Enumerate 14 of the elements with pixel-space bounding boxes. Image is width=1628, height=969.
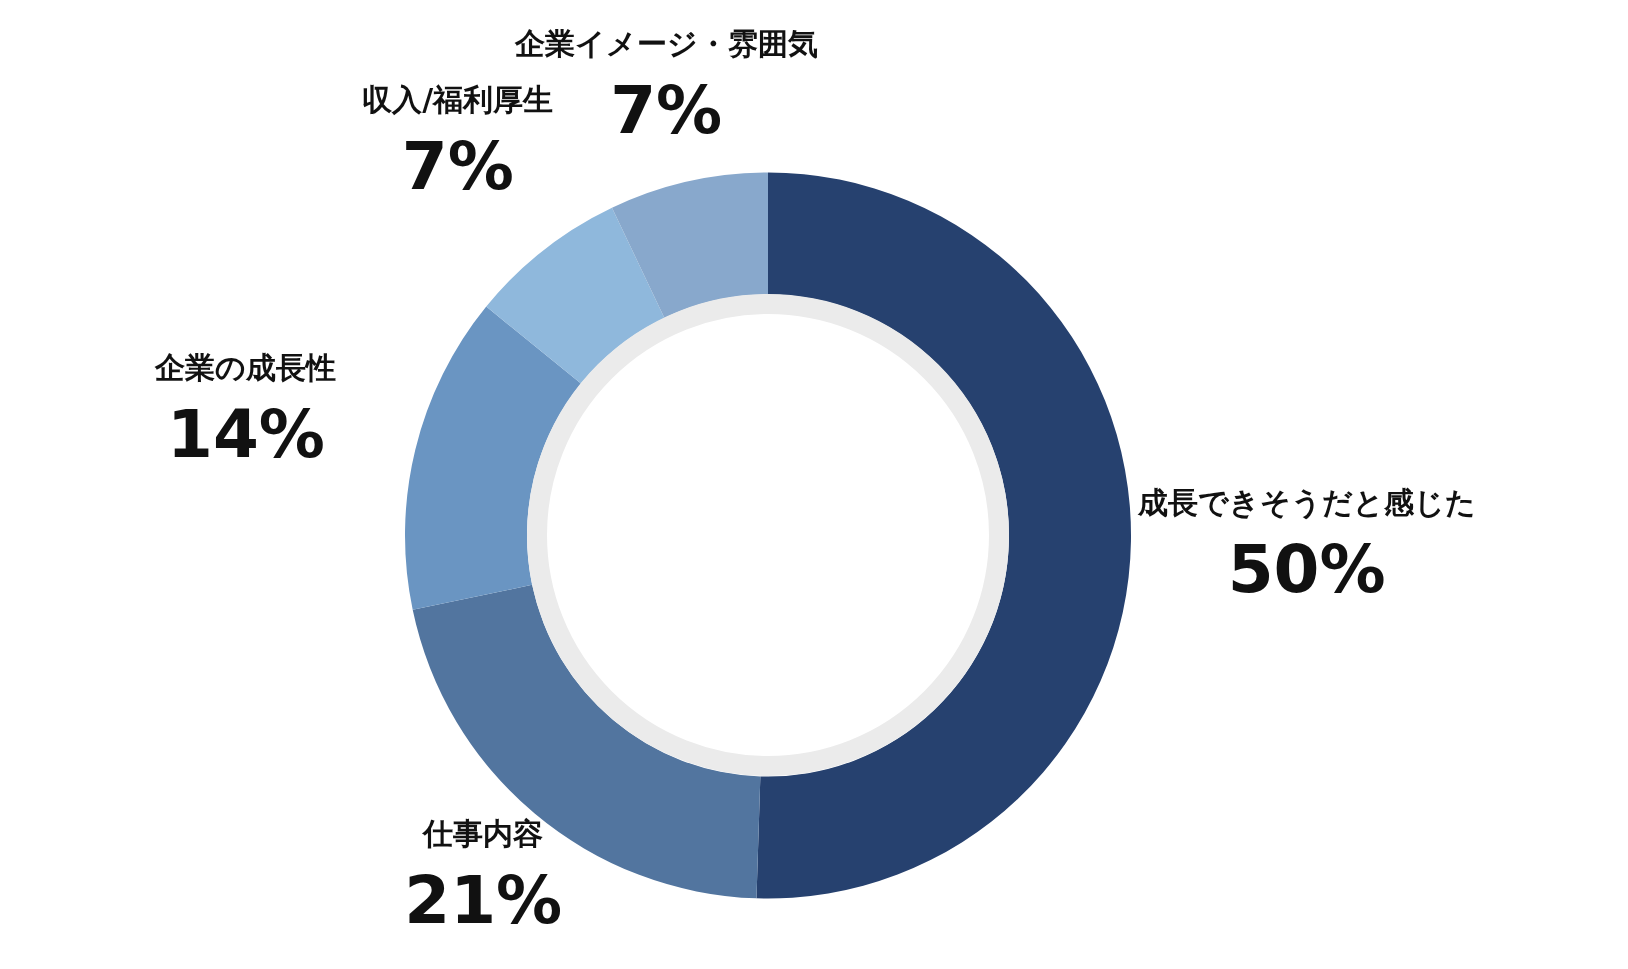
donut-slice [756,172,1131,899]
donut-slice [405,306,581,610]
donut-slice [611,172,768,318]
slice-label: 企業イメージ・雰囲気 [513,25,818,61]
slice-label: 企業の成長性 [154,349,337,385]
slice-label: 成長できそうだと感じた [1136,485,1476,521]
slice-label: 仕事内容 [421,815,544,851]
slice-label: 収入/福利厚生 [362,82,554,118]
donut-slice [486,207,665,384]
data-label: 7% [610,71,723,149]
data-label: 14% [166,395,325,473]
data-label: 50% [1227,531,1386,609]
data-label: 21% [404,861,563,939]
data-label: 7% [401,128,514,206]
